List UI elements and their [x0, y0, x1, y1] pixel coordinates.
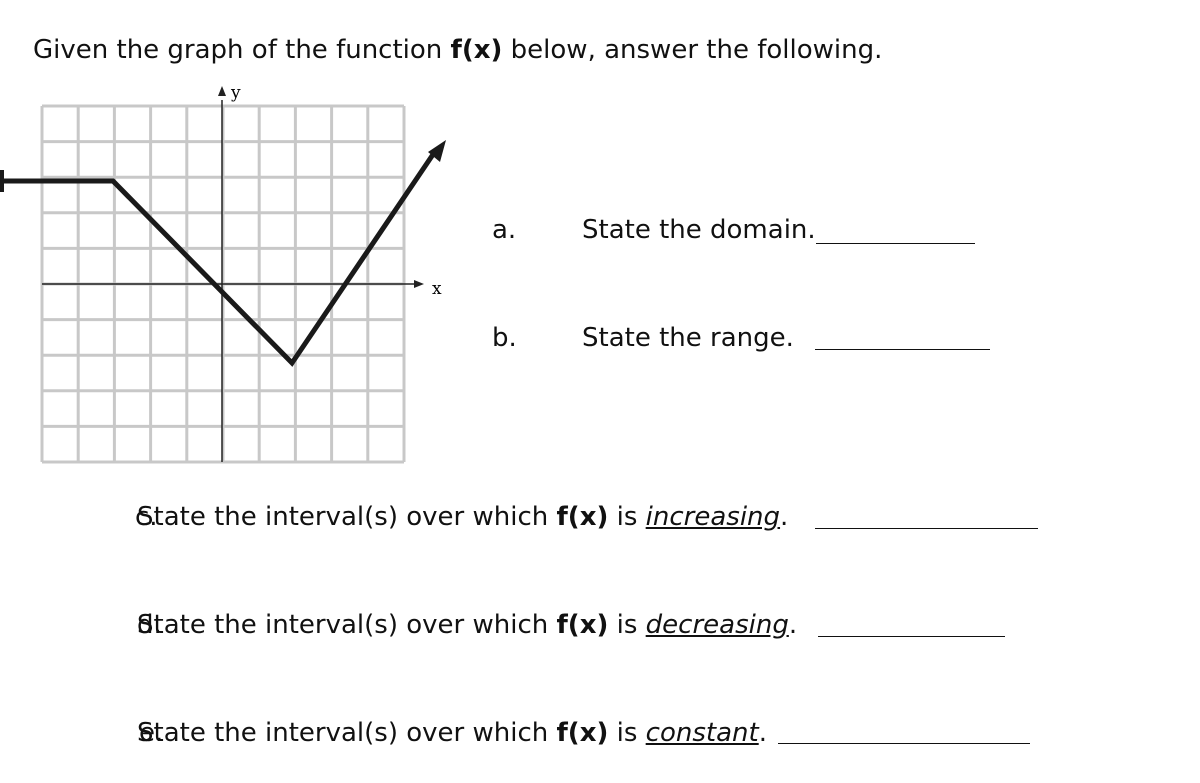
emphasis: decreasing: [645, 610, 789, 640]
function-name: f(x): [556, 502, 609, 532]
question-text: State the interval(s) over which f(x) is…: [137, 612, 797, 638]
function-name: f(x): [450, 35, 503, 65]
question-text: State the interval(s) over which: [137, 502, 557, 532]
question-text: is: [608, 502, 646, 532]
question-text: .: [780, 502, 789, 532]
emphasis: constant: [645, 718, 759, 748]
question-label: a.: [492, 215, 517, 245]
x-arrow: [414, 280, 424, 288]
question-label: e.: [139, 718, 164, 748]
answer-blank[interactable]: [778, 743, 1030, 744]
answer-blank[interactable]: [816, 243, 975, 244]
answer-blank[interactable]: [815, 349, 990, 350]
y-arrow: [218, 86, 226, 96]
answer-blank[interactable]: [815, 528, 1038, 529]
question-label: c.: [135, 502, 158, 532]
y-label: y: [230, 83, 241, 103]
emphasis: increasing: [645, 502, 781, 532]
question-text: State the range.: [582, 323, 794, 353]
question-text: is: [608, 610, 646, 640]
question-label: b.: [492, 323, 517, 353]
function-name: f(x): [556, 718, 609, 748]
function-curve: [0, 148, 439, 367]
question-label: d.: [137, 610, 162, 640]
header-text: Given the graph of the function: [33, 35, 451, 65]
curve-arrow: [428, 140, 446, 162]
header-text: below, answer the following.: [502, 35, 883, 65]
question-text: is: [608, 718, 646, 748]
x-label: x: [432, 279, 442, 299]
graph: y x: [0, 83, 446, 464]
question-text: .: [758, 718, 767, 748]
question-text: State the interval(s) over which: [137, 610, 557, 640]
function-name: f(x): [556, 610, 609, 640]
question-text: .: [788, 610, 798, 640]
question-text: State the domain.: [582, 215, 816, 245]
question-text: State the interval(s) over which f(x) is…: [137, 504, 788, 530]
header: Given the graph of the function f(x) bel…: [33, 37, 882, 63]
answer-blank[interactable]: [818, 636, 1005, 637]
question-text: State the interval(s) over which f(x) is…: [137, 720, 767, 746]
question-text: State the interval(s) over which: [137, 718, 557, 748]
